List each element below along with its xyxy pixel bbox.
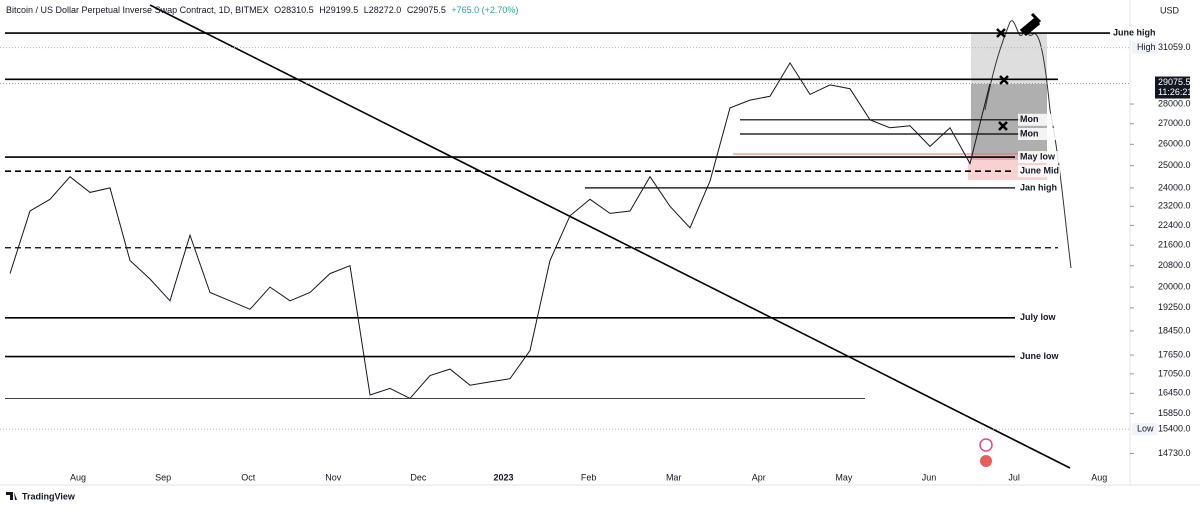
header: Bitcoin / US Dollar Perpetual Inverse Sw… — [6, 5, 518, 15]
tag-value: 15400.0 — [1158, 424, 1191, 434]
ohlc: L28272.0 — [364, 5, 402, 15]
price-tick-label: 27000.0 — [1158, 118, 1191, 128]
ohlc: O28310.5 — [274, 5, 314, 15]
price-tick-label: 16450.0 — [1158, 388, 1191, 398]
level-label-bg — [1018, 350, 1060, 363]
time-label: Sep — [155, 472, 171, 482]
level-label: Jan high — [1020, 182, 1057, 192]
tag-value: 31059.0 — [1158, 42, 1191, 52]
ohlc: H29199.5 — [319, 5, 358, 15]
price-tick-label: 20000.0 — [1158, 281, 1191, 291]
symbol: Bitcoin / US Dollar Perpetual Inverse Sw… — [6, 5, 269, 15]
level-label: May low — [1020, 151, 1056, 161]
time-label: Nov — [325, 472, 342, 482]
time-label: Aug — [1091, 472, 1107, 482]
time-label: Mar — [666, 472, 682, 482]
price-tick-label: 17050.0 — [1158, 368, 1191, 378]
price-tick-label: 15850.0 — [1158, 408, 1191, 418]
level-label-bg — [1018, 151, 1060, 164]
last-tag-timer: 11:26:21 — [1158, 87, 1192, 97]
price-tick-label: 18450.0 — [1158, 325, 1191, 335]
level-label: June high — [1113, 27, 1156, 37]
tag-bg — [1132, 423, 1157, 436]
price-tick-label: 21600.0 — [1158, 240, 1191, 250]
time-label: Feb — [581, 472, 597, 482]
time-label: May — [835, 472, 853, 482]
level-label: Mon — [1020, 128, 1039, 138]
last-tag-bg — [1155, 76, 1190, 99]
level-label-bg — [1111, 27, 1153, 40]
level-label-bg — [1018, 181, 1060, 194]
price-path — [9, 61, 991, 400]
time-label: Jul — [1008, 472, 1020, 482]
price-tick-label: 22400.0 — [1158, 220, 1191, 230]
price-tick-label: 19250.0 — [1158, 302, 1191, 312]
level-label: July low — [1020, 312, 1057, 322]
price-tick-label: 14730.0 — [1158, 448, 1191, 458]
level-label: June low — [1020, 351, 1060, 361]
currency: USD — [1160, 5, 1180, 15]
level-label-bg — [1018, 311, 1060, 324]
last-tag-value: 29075.5 — [1158, 77, 1191, 87]
level-label-bg — [1018, 127, 1060, 140]
time-label: Aug — [70, 472, 86, 482]
footer-logo: TradingView — [22, 491, 76, 501]
level-label: June Mid — [1020, 166, 1059, 176]
price-tick-label: 24000.0 — [1158, 182, 1191, 192]
time-label: Oct — [241, 472, 256, 482]
trendline — [149, 4, 1071, 469]
event-icon — [980, 455, 992, 467]
change: +765.0 (+2.70%) — [451, 5, 518, 15]
price-tick-label: 23200.0 — [1158, 201, 1191, 211]
ohlc: C29075.5 — [407, 5, 446, 15]
time-label: Jun — [922, 472, 937, 482]
event-icon — [979, 438, 993, 452]
level-label: Mon — [1020, 114, 1039, 124]
time-label: 2023 — [493, 472, 513, 482]
price-tick-label: 25000.0 — [1158, 160, 1191, 170]
tag-name: Low — [1137, 424, 1154, 434]
logo — [6, 492, 17, 500]
time-label: Dec — [410, 472, 427, 482]
time-label: Apr — [752, 472, 766, 482]
level-label-bg — [1018, 113, 1060, 126]
price-tick-label: 17650.0 — [1158, 349, 1191, 359]
tag-name: High — [1137, 42, 1156, 52]
price-tick-label: 28000.0 — [1158, 98, 1191, 108]
level-label-bg — [1018, 165, 1060, 178]
tag-bg — [1132, 41, 1157, 54]
price-tick-label: 20800.0 — [1158, 260, 1191, 270]
price-tick-label: 26000.0 — [1158, 139, 1191, 149]
